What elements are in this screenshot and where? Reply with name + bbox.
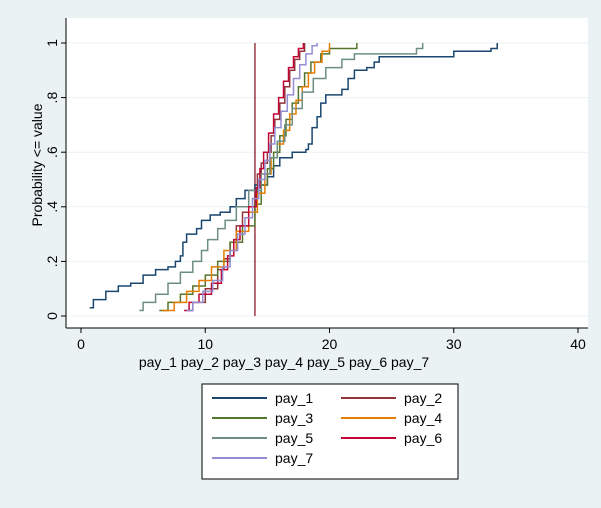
x-tick-label-4: 40 [570,336,586,352]
axes: 0.2.4.6.810 10 20 30 40 [44,18,588,352]
y-axis-title: Probability <= value [29,103,45,226]
x-tick-label-1: 10 [197,336,213,352]
x-axis-title: pay_1 pay_2 pay_3 pay_4 pay_5 pay_6 pay_… [139,354,430,370]
y-tick-label-3: .6 [44,146,60,158]
legend-label-pay_2: pay_2 [404,390,442,406]
legend-label-pay_3: pay_3 [275,410,313,426]
x-tick-label-0: 0 [77,336,85,352]
y-tick-label-2: .4 [44,201,60,213]
legend-label-pay_4: pay_4 [404,410,442,426]
gridlines [66,42,588,317]
legend-box [201,383,459,480]
legend-label-pay_7: pay_7 [275,450,313,466]
y-tick-label-5: 1 [44,39,60,47]
legend: pay_1 pay_2 pay_3 pay_4 pay_5 pay_6 pay_7 [201,383,459,480]
series-line-pay_6 [184,43,305,312]
legend-label-pay_5: pay_5 [275,430,313,446]
y-tick-label-1: .2 [44,255,60,267]
series-line-pay_5 [139,43,424,312]
y-tick-label-0: 0 [44,312,60,320]
x-tick-label-3: 30 [446,336,462,352]
legend-label-pay_1: pay_1 [275,390,313,406]
x-tick-label-2: 20 [322,336,338,352]
series-line-pay_4 [161,43,331,312]
series-lines [89,43,498,312]
legend-label-pay_6: pay_6 [404,430,442,446]
plot-area [66,18,588,328]
y-tick-label-4: .8 [44,92,60,104]
series-line-pay_7 [186,43,318,312]
series-line-pay_1 [89,43,498,309]
